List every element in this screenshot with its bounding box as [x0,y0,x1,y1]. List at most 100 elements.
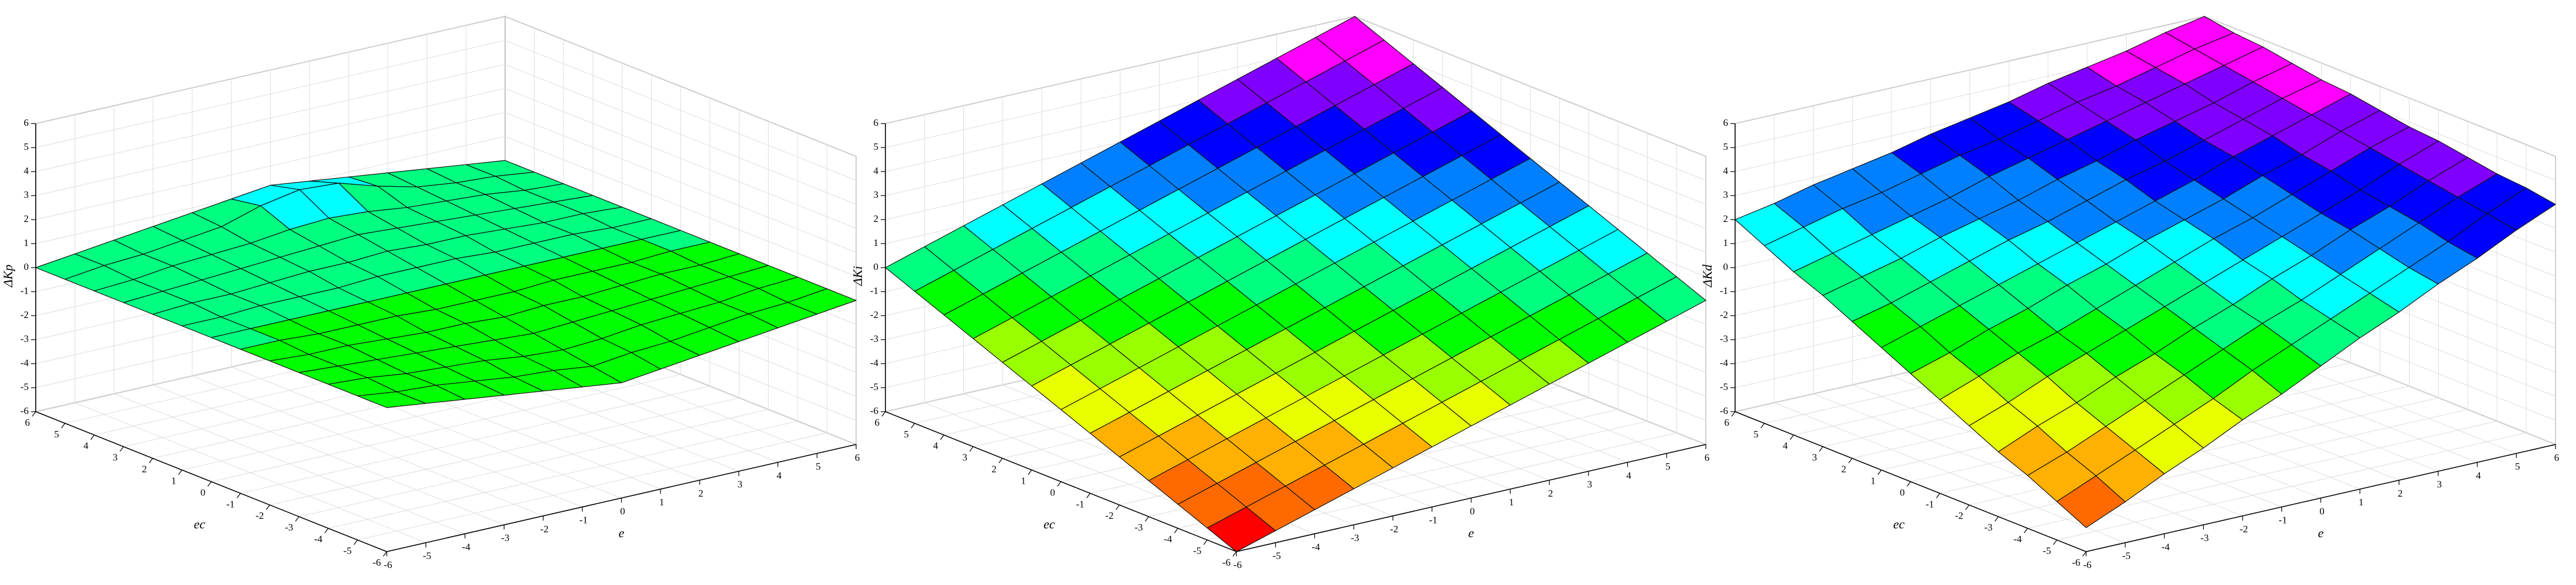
grid-line [35,64,506,172]
y-tick [1203,539,1208,545]
grid-line [357,432,827,540]
x-tick-label: -4 [1311,541,1320,552]
y-tick-label: -4 [2013,533,2022,545]
y-tick [1232,551,1237,557]
y-axis [1735,411,2087,552]
y-tick-label: 4 [933,440,938,451]
x-axis [2086,444,2556,552]
y-tick [1144,516,1149,522]
z-tick-label: -4 [21,357,29,368]
z-tick-label: 1 [24,237,29,248]
y-tick-label: 4 [83,440,88,451]
z-tick-label: -5 [21,381,29,392]
x-tick-label: 1 [2359,497,2364,508]
x-tick-label: -2 [540,524,548,535]
z-tick-label: 1 [874,237,879,248]
z-tick-label: -4 [870,357,879,368]
grid-line [35,88,506,196]
y-tick-label: 3 [113,452,118,463]
z-tick-label: -5 [1720,381,1728,392]
y-tick-label: -2 [1105,510,1113,521]
z-tick-label: -3 [1720,333,1728,344]
z-tick-label: -3 [870,333,878,344]
x-tick-label: -5 [423,550,431,562]
x-tick-label: -6 [384,559,392,570]
y-tick-label: -6 [2072,557,2080,568]
y-tick-label: 5 [54,429,59,440]
y-tick [265,504,270,510]
y-axis [35,411,387,552]
y-tick-label: -4 [314,533,323,545]
y-tick-label: 2 [991,464,997,475]
x-tick-label: 3 [2437,479,2442,490]
z-tick-label: 5 [24,141,29,152]
y-tick-label: 1 [1021,475,1026,486]
y-tick-label: 0 [200,487,206,498]
y-tick [911,423,915,429]
y-tick-label: -1 [1926,498,1934,509]
x-tick-label: 3 [738,479,743,490]
y-tick-label: -4 [1164,533,1173,545]
y-tick-label: 6 [1725,417,1730,428]
z-tick-label: 2 [874,213,879,224]
grid-line [505,136,857,277]
y-tick [120,446,124,452]
y-tick-label: 1 [171,475,176,486]
y-tick [90,435,95,440]
z-tick-label: -4 [1720,357,1729,368]
surface-panel: -6-5-4-3-2-10123456-6-5-4-3-2-10123456-6… [1700,15,2559,570]
z-tick-label: -5 [870,381,878,392]
y-tick [1936,493,1940,498]
z-tick-label: 2 [24,213,29,224]
y-tick [881,411,886,417]
z-tick-label: -2 [21,309,29,320]
y-tick-label: 5 [1753,429,1759,440]
z-tick-label: 6 [874,117,879,128]
y-tick [178,470,183,475]
y-tick [149,458,154,464]
x-tick-label: -1 [1429,515,1437,526]
surface-cell [2056,475,2126,528]
x-tick-label: 1 [1509,497,1514,508]
y-tick-label: -3 [1984,522,1992,533]
x-tick-label: 6 [855,452,860,463]
y-axis-title: ec [1893,517,1905,532]
y-tick [2082,551,2087,557]
surface-cell [1207,507,1276,552]
grid-line [2204,16,2556,157]
y-tick [1965,504,1970,510]
x-tick-label: -5 [1273,550,1281,562]
y-tick [207,481,212,487]
z-tick-label: 6 [1723,117,1729,128]
x-tick-label: 6 [1705,452,1710,463]
z-tick-label: 0 [1723,261,1729,272]
x-tick-label: 4 [2476,470,2481,481]
z-tick-label: 5 [1723,141,1729,152]
y-tick [1760,423,1765,429]
y-tick [236,493,241,498]
y-tick-label: 6 [25,417,30,428]
y-tick-label: -5 [343,545,352,556]
x-axis-title: e [619,526,625,540]
y-tick-label: -3 [285,522,293,533]
x-axis [386,444,857,552]
z-axis-title: ΔKi [850,266,865,286]
x-tick-label: -6 [2083,559,2091,570]
grid-line [211,374,681,482]
y-tick [999,458,1003,464]
y-tick [295,516,299,522]
z-tick-label: -2 [1720,309,1728,320]
y-tick-label: 2 [142,464,147,475]
x-tick-label: 5 [816,461,821,472]
y-tick-label: 5 [904,429,909,440]
y-tick [1819,446,1824,452]
z-tick-label: 3 [24,189,29,200]
grid-line [35,16,506,124]
x-tick-label: 5 [2515,461,2520,472]
x-tick-label: 0 [1470,505,1475,516]
y-tick-label: -6 [1222,557,1231,568]
y-tick [2053,539,2057,545]
x-tick-label: -2 [1390,524,1398,535]
z-tick-label: -6 [1720,405,1728,416]
